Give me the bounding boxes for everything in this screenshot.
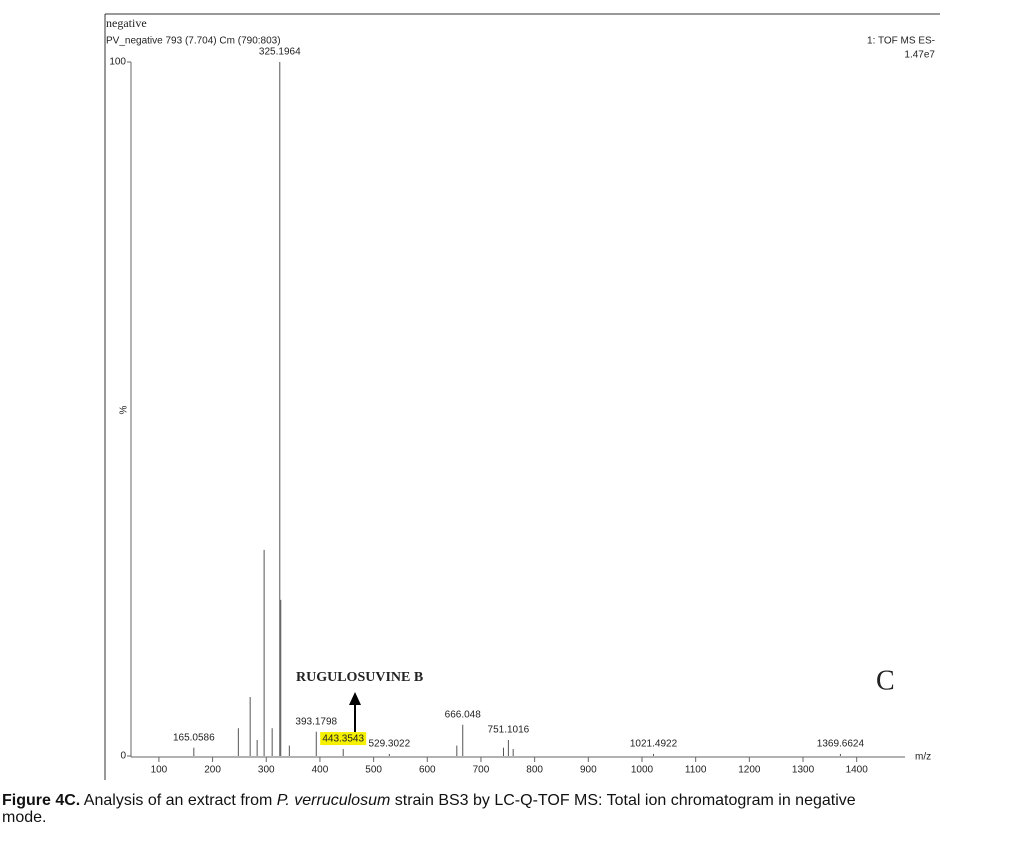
caption-species: P. verruculosum (276, 792, 391, 809)
x-tick-label: 1300 (792, 765, 815, 776)
header-title: negative (106, 16, 147, 30)
x-tick-label: 1200 (738, 765, 761, 776)
header-subtitle: PV_negative 793 (7.704) Cm (790:803) (106, 36, 281, 47)
x-tick-label: 700 (473, 765, 490, 776)
y-tick-label: 100 (109, 57, 126, 68)
peak-label: 1021.4922 (630, 739, 678, 750)
peak-label: 393.1798 (295, 716, 337, 727)
peak-label: 666.048 (445, 709, 482, 720)
x-tick-label: 1100 (685, 765, 707, 776)
peak-label: 1369.6624 (817, 739, 865, 750)
x-tick-label: 1000 (631, 765, 654, 776)
peak-label: 529.3022 (368, 739, 410, 750)
x-tick-label: 1400 (846, 765, 869, 776)
x-tick-label: 200 (204, 765, 221, 776)
intensity-label: 1.47e7 (904, 50, 935, 61)
peak-label: 165.0586 (173, 732, 215, 743)
x-tick-label: 600 (419, 765, 436, 776)
y-tick-label: 0 (120, 751, 126, 762)
peak-label: 751.1016 (488, 725, 530, 736)
x-tick-label: 800 (526, 765, 543, 776)
arrow-head (349, 692, 361, 705)
caption: Figure 4C. Analysis of an extract from P… (2, 792, 1016, 826)
caption-text: strain BS3 by LC-Q-TOF MS: Total ion chr… (390, 792, 856, 809)
x-tick-label: 400 (312, 765, 329, 776)
x-tick-label: 300 (258, 765, 275, 776)
caption-label: Figure 4C. (2, 792, 81, 809)
peak-label: 443.3543 (322, 734, 364, 745)
x-tick-label: 900 (580, 765, 597, 776)
panel-letter: C (876, 665, 895, 696)
x-axis-label: m/z (915, 752, 931, 763)
caption-text: Analysis of an extract from (83, 792, 277, 809)
instrument-label: 1: TOF MS ES- (867, 36, 935, 47)
label-highlight (320, 732, 367, 746)
y-axis-label: % (119, 405, 130, 414)
x-tick-label: 500 (365, 765, 382, 776)
peak-label: 325.1964 (259, 47, 301, 58)
x-tick-label: 100 (151, 765, 168, 776)
chart: negative PV_negative 793 (7.704) Cm (790… (104, 13, 940, 780)
caption-text: mode. (2, 809, 47, 826)
annotation: RUGULOSUVINE B (296, 670, 423, 685)
